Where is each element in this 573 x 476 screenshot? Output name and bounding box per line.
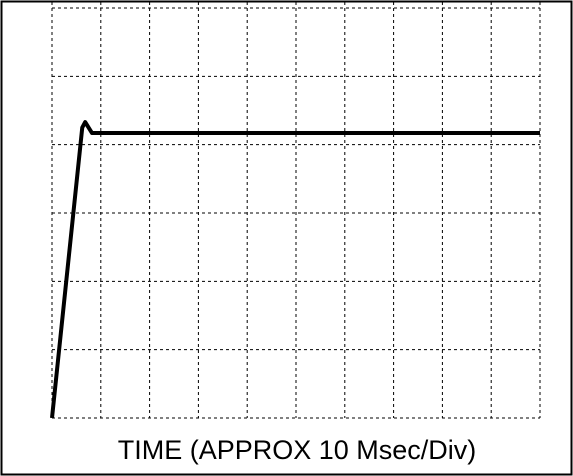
x-axis-label: TIME (APPROX 10 Msec/Div) [118, 435, 477, 465]
trace [50, 120, 540, 419]
